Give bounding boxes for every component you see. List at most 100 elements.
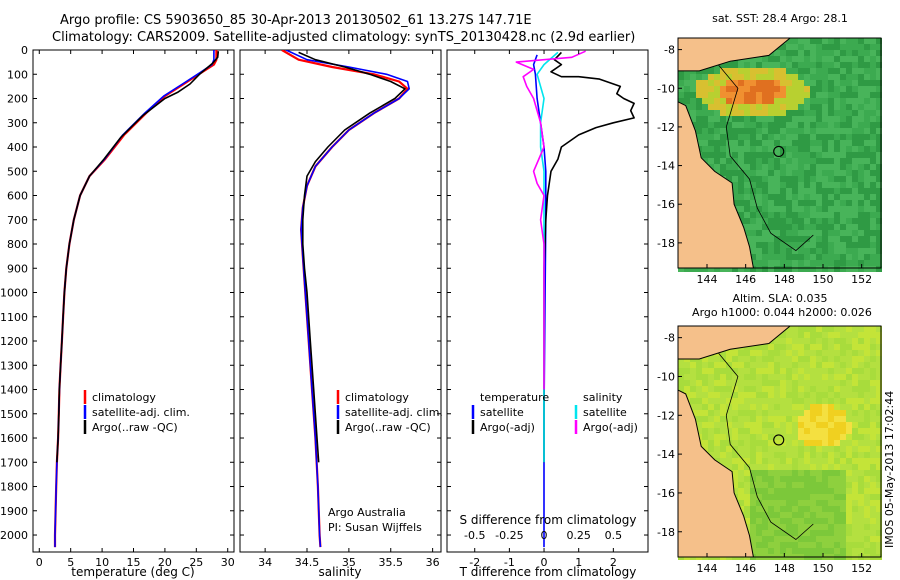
map-cell xyxy=(864,428,870,434)
map-cell xyxy=(774,350,780,356)
map-cell xyxy=(864,260,870,266)
map-cell xyxy=(786,86,792,92)
map-cell xyxy=(864,356,870,362)
map-cell xyxy=(876,422,882,428)
map-cell xyxy=(816,332,822,338)
map-cell xyxy=(792,86,798,92)
map-cell xyxy=(876,74,882,80)
map-cell xyxy=(708,380,714,386)
map-cell xyxy=(846,104,852,110)
map-lon-label: 148 xyxy=(774,562,795,575)
map-cell xyxy=(774,116,780,122)
map-cell xyxy=(786,494,792,500)
map-cell xyxy=(798,386,804,392)
map-cell xyxy=(864,242,870,248)
map-cell xyxy=(822,242,828,248)
map-cell xyxy=(714,86,720,92)
map-cell xyxy=(840,416,846,422)
map-cell xyxy=(756,452,762,458)
map-cell xyxy=(822,506,828,512)
map-cell xyxy=(852,542,858,548)
map-cell xyxy=(702,140,708,146)
map-cell xyxy=(852,404,858,410)
map-cell xyxy=(786,110,792,116)
map-cell xyxy=(702,380,708,386)
map-cell xyxy=(720,380,726,386)
map-cell xyxy=(774,140,780,146)
map-cell xyxy=(762,512,768,518)
difference-legend: temperature satellite Argo(-adj) salinit… xyxy=(471,391,638,434)
map-cell xyxy=(810,188,816,194)
map-cell xyxy=(744,164,750,170)
map-cell xyxy=(876,206,882,212)
map-cell xyxy=(744,446,750,452)
map-cell xyxy=(714,452,720,458)
map-cell xyxy=(738,74,744,80)
map-cell xyxy=(726,446,732,452)
map-cell xyxy=(810,74,816,80)
map-cell xyxy=(822,92,828,98)
map-cell xyxy=(870,500,876,506)
map-cell xyxy=(696,404,702,410)
map-cell xyxy=(768,218,774,224)
map-cell xyxy=(780,56,786,62)
map-cell xyxy=(846,440,852,446)
map-cell xyxy=(858,500,864,506)
map-cell xyxy=(840,524,846,530)
map-cell xyxy=(798,350,804,356)
map-cell xyxy=(840,440,846,446)
map-cell xyxy=(798,74,804,80)
map-cell xyxy=(726,92,732,98)
map-cell xyxy=(858,548,864,554)
map-cell xyxy=(870,200,876,206)
map-cell xyxy=(756,542,762,548)
map-cell xyxy=(786,200,792,206)
map-cell xyxy=(786,398,792,404)
map-cell xyxy=(750,92,756,98)
map-cell xyxy=(810,536,816,542)
map-cell xyxy=(792,128,798,134)
map-lon-label: 148 xyxy=(774,273,795,286)
map-cell xyxy=(762,416,768,422)
legend-label-climatology: climatology xyxy=(345,391,409,404)
x-tick-label: 1 xyxy=(575,556,582,569)
map-cell xyxy=(726,392,732,398)
map-cell xyxy=(810,92,816,98)
map-cell xyxy=(708,386,714,392)
map-cell xyxy=(840,506,846,512)
map-cell xyxy=(780,518,786,524)
map-cell xyxy=(822,362,828,368)
map-cell xyxy=(852,440,858,446)
map-cell xyxy=(846,344,852,350)
map-cell xyxy=(786,248,792,254)
map-cell xyxy=(816,206,822,212)
map-cell xyxy=(798,512,804,518)
map-cell xyxy=(780,362,786,368)
map-cell xyxy=(774,56,780,62)
map-cell xyxy=(774,206,780,212)
map-cell xyxy=(678,74,684,80)
map-cell xyxy=(792,488,798,494)
map-cell xyxy=(798,548,804,554)
map-cell xyxy=(810,512,816,518)
map-cell xyxy=(708,158,714,164)
map-cell xyxy=(870,230,876,236)
map-cell xyxy=(822,68,828,74)
map-cell xyxy=(708,362,714,368)
map-lon-label: 152 xyxy=(851,273,872,286)
map-cell xyxy=(732,482,738,488)
map-cell xyxy=(696,98,702,104)
map-cell xyxy=(828,482,834,488)
map-cell xyxy=(816,44,822,50)
map-cell xyxy=(840,254,846,260)
map-cell xyxy=(798,128,804,134)
map-cell xyxy=(726,398,732,404)
map-cell xyxy=(828,212,834,218)
map-cell xyxy=(792,404,798,410)
map-cell xyxy=(696,416,702,422)
map-cell xyxy=(822,488,828,494)
map-cell xyxy=(780,356,786,362)
map-cell xyxy=(864,536,870,542)
map-cell xyxy=(840,332,846,338)
map-cell xyxy=(870,62,876,68)
